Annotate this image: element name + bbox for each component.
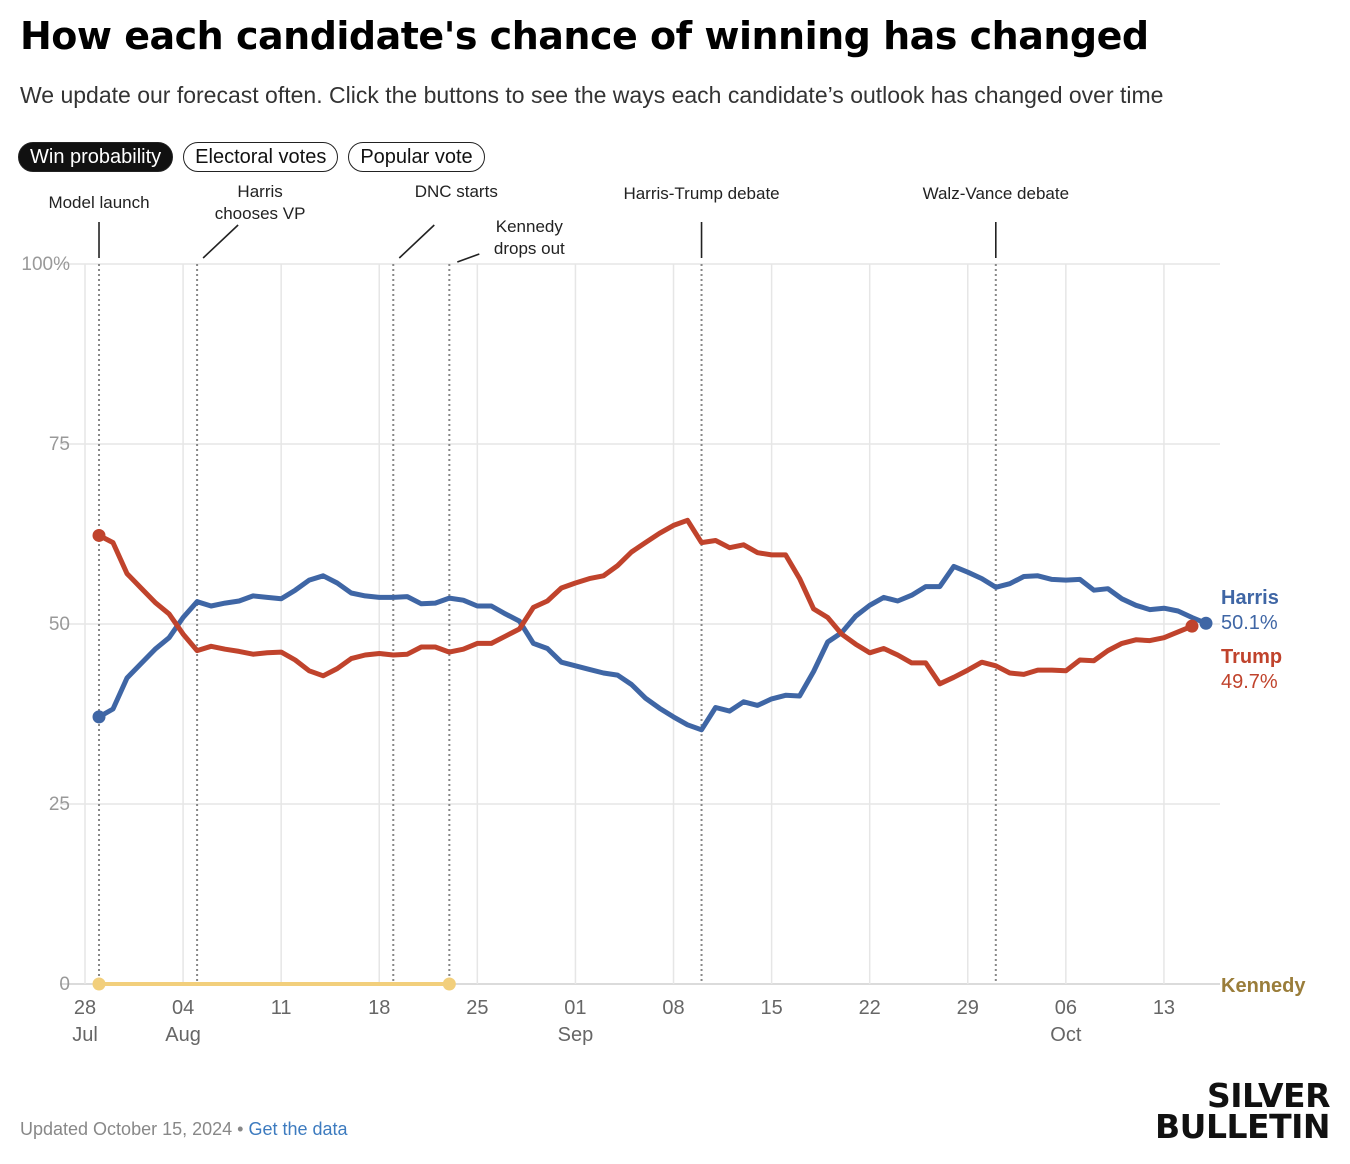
y-tick-label: 50: [49, 614, 70, 635]
event-label: Harris-Trump debate: [623, 184, 779, 203]
x-tick-label: 08: [662, 997, 684, 1019]
series-end-dot-trump: [1185, 619, 1199, 633]
series-end-dot-harris: [1199, 616, 1213, 630]
series-label-trump: Trump: [1221, 646, 1282, 668]
logo-line-1: SILVER: [1206, 1076, 1331, 1115]
event-connector: [457, 253, 480, 263]
y-tick-label: 25: [49, 794, 70, 815]
x-tick-label: 22: [859, 997, 881, 1019]
series-label-kennedy: Kennedy: [1221, 975, 1306, 997]
series-value-harris: 50.1%: [1221, 612, 1278, 634]
event-label: Kennedy: [496, 217, 564, 236]
x-tick-label: 25: [466, 997, 488, 1019]
x-tick-label: 15: [760, 997, 782, 1019]
series-label-harris: Harris: [1221, 587, 1279, 609]
updated-date: Updated October 15, 2024: [20, 1119, 233, 1139]
y-tick-label: 75: [49, 434, 70, 455]
event-label: Harris: [237, 182, 282, 201]
event-connector: [202, 224, 239, 259]
x-tick-label: 11: [271, 997, 292, 1019]
x-tick-label: 28: [74, 997, 96, 1019]
event-label: drops out: [494, 239, 565, 258]
get-data-link[interactable]: Get the data: [248, 1119, 348, 1139]
x-tick-label: 04: [172, 997, 194, 1019]
x-tick-month: Aug: [165, 1024, 201, 1046]
event-label: Model launch: [48, 193, 149, 212]
series-end-dot-kennedy: [442, 977, 456, 991]
tab-popular-vote[interactable]: Popular vote: [348, 142, 485, 172]
footer-separator: •: [232, 1119, 249, 1139]
event-label: Walz-Vance debate: [923, 184, 1069, 203]
x-tick-month: Sep: [558, 1024, 594, 1046]
series-line-harris: [96, 563, 1209, 733]
series-start-dot-kennedy: [92, 977, 106, 991]
x-tick-month: Jul: [72, 1024, 98, 1046]
logo-line-2: BULLETIN: [1155, 1107, 1330, 1146]
series-start-dot-harris: [92, 710, 106, 724]
x-tick-label: 06: [1055, 997, 1077, 1019]
silver-bulletin-logo: SILVER BULLETIN: [1155, 1076, 1331, 1146]
event-connector: [398, 224, 435, 259]
x-tick-month: Oct: [1050, 1024, 1082, 1046]
win-probability-chart: 0 25 50 75 100% 28 Jul 04 Aug 11 18 25 01 Sep 08 15 22 29…: [21, 182, 1306, 1046]
series-line-trump: [96, 517, 1195, 687]
tab-electoral-votes[interactable]: Electoral votes: [183, 142, 339, 172]
series-start-dot-trump: [92, 528, 106, 542]
chart-subtitle: We update our forecast often. Click the …: [20, 82, 1164, 108]
event-label: chooses VP: [215, 204, 306, 223]
footer: Updated October 15, 2024 • Get the data: [20, 1119, 348, 1140]
x-tick-label: 01: [564, 997, 586, 1019]
x-tick-label: 13: [1153, 997, 1175, 1019]
y-tick-label: 100%: [21, 254, 70, 275]
event-label: DNC starts: [415, 182, 498, 201]
x-tick-label: 29: [957, 997, 979, 1019]
y-tick-label: 0: [59, 974, 70, 995]
tab-win-probability[interactable]: Win probability: [18, 142, 174, 172]
view-toggle: Win probability Electoral votes Popular …: [18, 142, 485, 172]
x-tick-label: 18: [368, 997, 390, 1019]
chart-title: How each candidate's chance of winning h…: [20, 14, 1149, 58]
series-value-trump: 49.7%: [1221, 671, 1278, 693]
